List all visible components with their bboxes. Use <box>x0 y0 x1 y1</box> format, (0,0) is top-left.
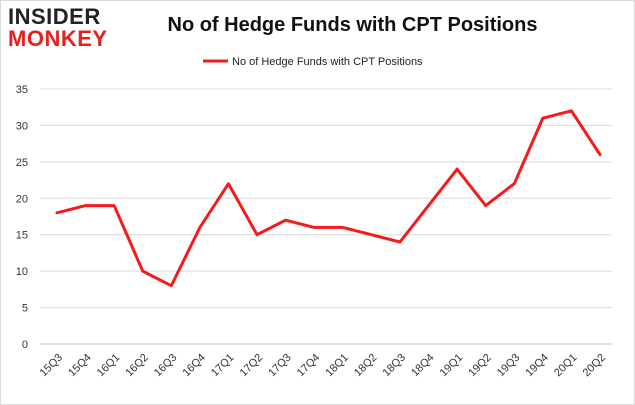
x-tick-label: 20Q1 <box>552 352 580 380</box>
y-tick-label: 5 <box>22 303 28 315</box>
x-tick-label: 16Q4 <box>180 352 208 380</box>
x-tick-label: 19Q4 <box>523 352 551 380</box>
logo-text-monkey: MONKEY <box>8 26 108 51</box>
x-tick-label: 18Q2 <box>352 352 380 380</box>
x-tick-label: 17Q4 <box>295 352 323 380</box>
x-tick-label: 17Q1 <box>209 352 237 380</box>
x-tick-label: 16Q1 <box>95 352 123 380</box>
gridlines <box>40 88 612 345</box>
x-tick-label: 15Q3 <box>38 352 66 380</box>
y-tick-label: 30 <box>16 120 28 132</box>
x-tick-label: 19Q3 <box>495 352 523 380</box>
chart-title: No of Hedge Funds with CPT Positions <box>167 14 538 36</box>
y-tick-label: 10 <box>16 266 28 278</box>
x-tick-label: 16Q2 <box>123 352 151 380</box>
insider-monkey-logo: INSIDER MONKEY <box>8 6 108 50</box>
x-tick-label: 17Q3 <box>266 352 294 380</box>
x-tick-label: 16Q3 <box>152 352 180 380</box>
x-tick-label: 17Q2 <box>238 352 266 380</box>
y-tick-label: 25 <box>16 157 28 169</box>
series-line <box>55 109 602 288</box>
y-tick-label: 20 <box>16 193 28 205</box>
y-tick-label: 0 <box>22 339 28 351</box>
y-axis-ticks: 0 5 10 15 20 25 30 35 <box>16 84 28 351</box>
series-group <box>55 109 602 288</box>
legend: No of Hedge Funds with CPT Positions <box>203 56 423 68</box>
x-tick-label: 18Q3 <box>381 352 409 380</box>
legend-label: No of Hedge Funds with CPT Positions <box>232 56 423 68</box>
x-tick-label: 19Q2 <box>466 352 494 380</box>
x-tick-label: 15Q4 <box>66 352 94 380</box>
x-tick-label: 19Q1 <box>438 352 466 380</box>
x-tick-label: 18Q1 <box>323 352 351 380</box>
y-tick-label: 15 <box>16 230 28 242</box>
logo-text-insider: INSIDER <box>8 4 101 29</box>
x-tick-label: 20Q2 <box>581 352 609 380</box>
y-tick-label: 35 <box>16 84 28 96</box>
x-axis-ticks: 15Q3 15Q4 16Q1 16Q2 16Q3 16Q4 17Q1 17Q2 17Q3 17Q4… <box>38 352 609 380</box>
x-tick-label: 18Q4 <box>409 352 437 380</box>
